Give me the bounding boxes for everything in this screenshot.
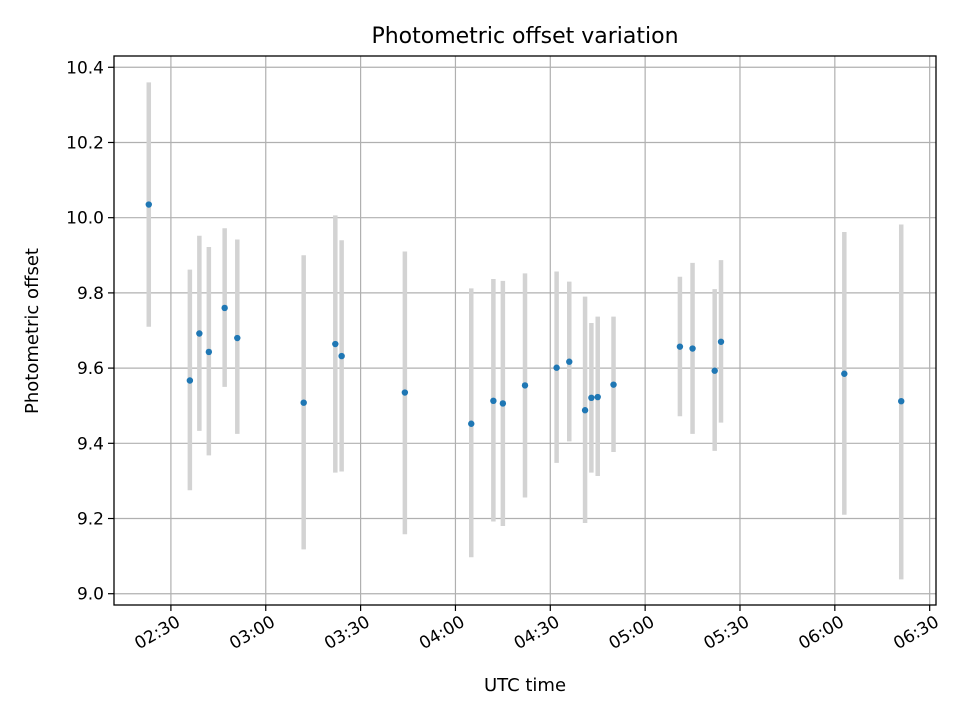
data-point — [234, 334, 241, 342]
data-point — [566, 358, 573, 365]
data-point — [300, 399, 307, 406]
data-point — [186, 377, 194, 384]
data-point — [332, 340, 339, 348]
y-tick-label: 10.2 — [66, 133, 104, 153]
data-point — [588, 394, 595, 402]
data-point — [898, 397, 905, 405]
y-tick-label: 9.2 — [77, 510, 104, 530]
data-point — [521, 382, 529, 389]
y-tick-label: 10.4 — [66, 58, 104, 78]
y-tick-label: 9.6 — [77, 359, 104, 379]
data-point — [499, 400, 507, 407]
data-point — [841, 370, 848, 377]
data-point — [196, 330, 203, 337]
data-point — [689, 345, 696, 352]
plot-frame — [113, 55, 937, 606]
y-axis-label: Photometric offset — [22, 248, 43, 414]
data-point — [221, 304, 228, 312]
data-point — [676, 343, 684, 350]
data-point — [145, 201, 152, 208]
data-point — [717, 338, 725, 345]
data-point — [205, 348, 213, 356]
data-point — [581, 407, 589, 414]
y-tick-label: 9.0 — [77, 585, 104, 605]
x-axis-label: UTC time — [484, 675, 566, 696]
data-point — [553, 364, 560, 371]
data-point — [468, 420, 475, 427]
data-point — [594, 393, 601, 401]
data-point-layer — [145, 201, 905, 427]
data-point — [401, 389, 409, 396]
y-tick-label: 9.8 — [77, 284, 104, 304]
y-tick-label: 10.0 — [66, 209, 104, 229]
data-point — [338, 352, 345, 360]
y-tick-label: 9.4 — [77, 434, 104, 454]
data-point — [490, 397, 497, 405]
data-point — [711, 367, 718, 374]
chart-title: Photometric offset variation — [371, 24, 678, 49]
data-point — [610, 381, 617, 388]
